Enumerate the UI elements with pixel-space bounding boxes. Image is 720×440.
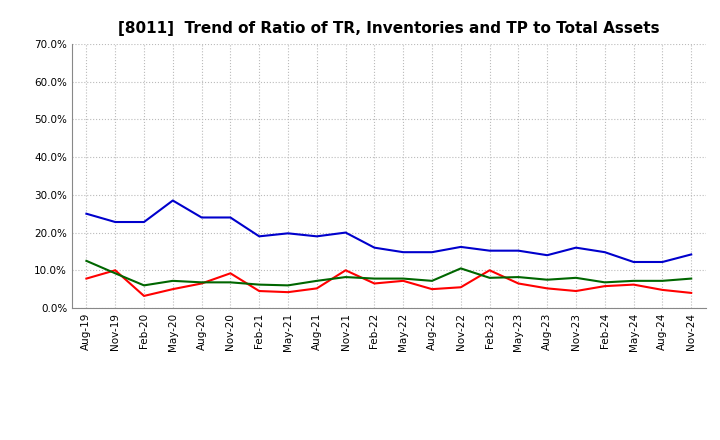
Inventories xyxy=(284,231,292,236)
Trade Payables xyxy=(572,275,580,280)
Line: Trade Receivables: Trade Receivables xyxy=(86,270,691,296)
Inventories xyxy=(428,249,436,255)
Trade Receivables xyxy=(370,281,379,286)
Inventories xyxy=(514,248,523,253)
Inventories xyxy=(485,248,494,253)
Inventories xyxy=(140,220,148,225)
Trade Payables xyxy=(168,278,177,283)
Trade Payables xyxy=(428,278,436,283)
Trade Payables xyxy=(370,276,379,281)
Trade Receivables xyxy=(82,276,91,281)
Trade Receivables xyxy=(399,278,408,283)
Inventories xyxy=(312,234,321,239)
Trade Receivables xyxy=(312,286,321,291)
Trade Payables xyxy=(543,277,552,282)
Trade Payables xyxy=(658,278,667,283)
Inventories xyxy=(629,259,638,264)
Inventories xyxy=(341,230,350,235)
Trade Receivables xyxy=(226,271,235,276)
Trade Payables xyxy=(341,275,350,280)
Inventories xyxy=(111,220,120,225)
Title: [8011]  Trend of Ratio of TR, Inventories and TP to Total Assets: [8011] Trend of Ratio of TR, Inventories… xyxy=(118,21,660,36)
Trade Payables xyxy=(687,276,696,281)
Trade Receivables xyxy=(255,288,264,293)
Trade Receivables xyxy=(428,286,436,292)
Trade Receivables xyxy=(485,268,494,273)
Trade Payables xyxy=(456,266,465,271)
Trade Payables xyxy=(312,278,321,283)
Trade Receivables xyxy=(197,281,206,286)
Trade Payables xyxy=(600,280,609,285)
Trade Receivables xyxy=(341,268,350,273)
Inventories xyxy=(399,249,408,255)
Trade Receivables xyxy=(284,290,292,295)
Inventories xyxy=(543,253,552,258)
Trade Receivables xyxy=(514,281,523,286)
Inventories xyxy=(82,211,91,216)
Line: Trade Payables: Trade Payables xyxy=(86,261,691,286)
Trade Payables xyxy=(399,276,408,281)
Inventories xyxy=(168,198,177,203)
Trade Receivables xyxy=(543,286,552,291)
Inventories xyxy=(658,259,667,264)
Inventories xyxy=(456,244,465,249)
Trade Payables xyxy=(485,275,494,280)
Trade Receivables xyxy=(600,283,609,289)
Trade Payables xyxy=(629,278,638,283)
Trade Receivables xyxy=(111,268,120,273)
Trade Receivables xyxy=(168,286,177,292)
Inventories xyxy=(572,245,580,250)
Trade Payables xyxy=(197,280,206,285)
Trade Receivables xyxy=(629,282,638,287)
Trade Payables xyxy=(514,275,523,280)
Trade Payables xyxy=(284,283,292,288)
Trade Receivables xyxy=(572,288,580,293)
Inventories xyxy=(255,234,264,239)
Trade Payables xyxy=(255,282,264,287)
Trade Receivables xyxy=(140,293,148,299)
Trade Receivables xyxy=(456,285,465,290)
Trade Receivables xyxy=(687,290,696,296)
Line: Inventories: Inventories xyxy=(86,201,691,262)
Inventories xyxy=(226,215,235,220)
Trade Payables xyxy=(82,258,91,264)
Trade Payables xyxy=(226,280,235,285)
Inventories xyxy=(687,252,696,257)
Trade Payables xyxy=(111,271,120,276)
Trade Receivables xyxy=(658,287,667,293)
Trade Payables xyxy=(140,283,148,288)
Inventories xyxy=(600,249,609,255)
Inventories xyxy=(197,215,206,220)
Inventories xyxy=(370,245,379,250)
